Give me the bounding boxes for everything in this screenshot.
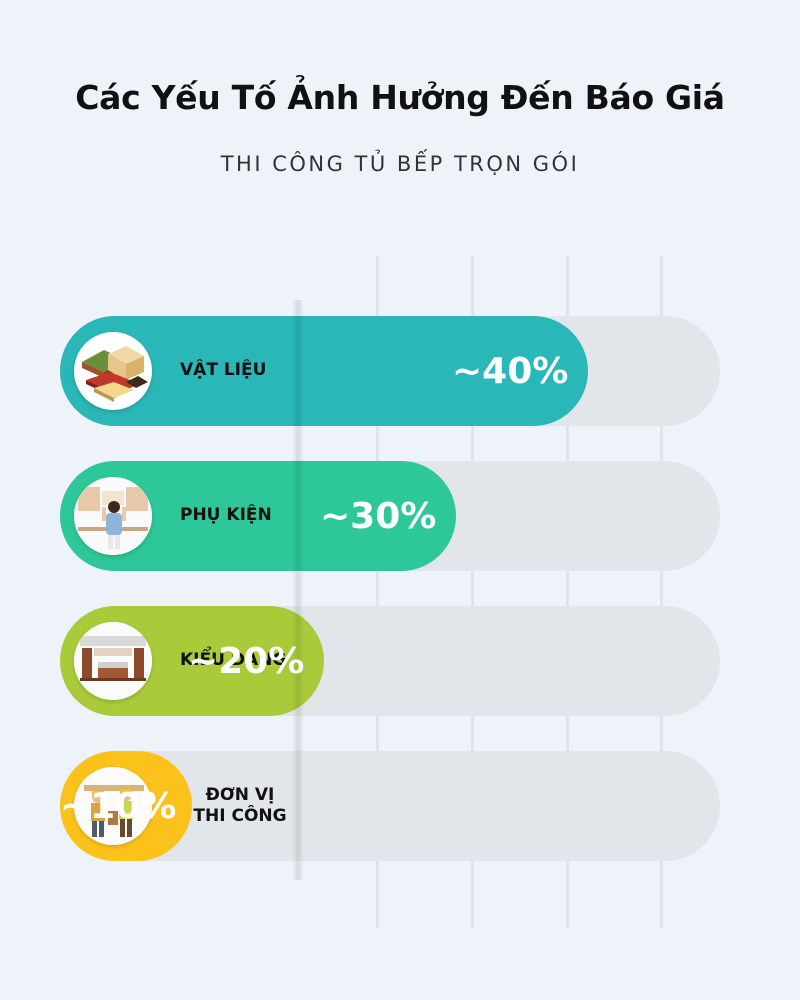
gridline <box>660 256 663 928</box>
gridline <box>566 256 569 928</box>
divider-shadow <box>292 300 304 880</box>
row-label-line2: THI CÔNG <box>193 806 287 826</box>
value-label: ~20% <box>188 640 305 682</box>
value-label: ~40% <box>452 350 569 392</box>
kitchen-style-icon <box>74 622 152 700</box>
row-materials: VẬT LIỆU ~40% <box>60 316 720 426</box>
value-label: ~30% <box>320 495 437 537</box>
row-accessories: PHỤ KIỆN ~30% <box>60 461 720 571</box>
row-label: KIỂU DÁNG <box>180 650 287 671</box>
row-label-line1: ĐƠN VỊ <box>205 784 275 805</box>
gridline <box>376 256 379 928</box>
page-title: Các Yếu Tố Ảnh Hưởng Đến Báo Giá <box>75 78 725 117</box>
row-label: VẬT LIỆU <box>180 360 267 381</box>
row-label: PHỤ KIỆN <box>180 505 272 526</box>
row-contractor: ĐƠN VỊ THI CÔNG ~10% <box>60 751 720 861</box>
page-subtitle: THI CÔNG TỦ BẾP TRỌN GÓI <box>220 152 580 176</box>
workers-icon <box>74 767 152 845</box>
accessories-icon <box>74 477 152 555</box>
row-label: ĐƠN VỊ THI CÔNG <box>180 751 300 861</box>
row-style: KIỂU DÁNG ~20% <box>60 606 720 716</box>
gridline <box>471 256 474 928</box>
materials-icon <box>74 332 152 410</box>
value-label: ~10% <box>60 785 177 827</box>
